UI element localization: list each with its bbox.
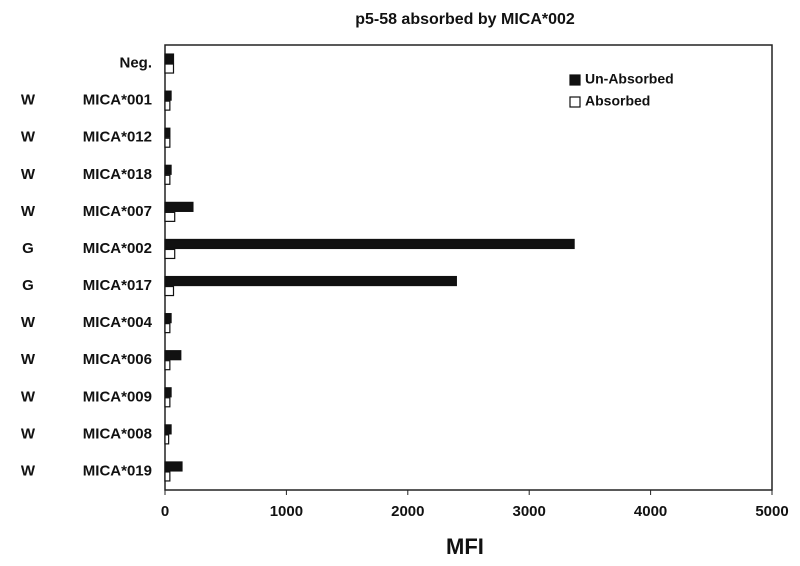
legend-label: Un-Absorbed bbox=[585, 71, 674, 87]
bar bbox=[164, 434, 170, 445]
group-label: W bbox=[21, 388, 36, 405]
bar bbox=[164, 275, 457, 287]
bar bbox=[164, 424, 172, 435]
y-tick-label: Neg. bbox=[119, 55, 152, 72]
bar bbox=[164, 350, 182, 361]
group-label: W bbox=[21, 351, 36, 368]
y-tick-label: MICA*017 bbox=[83, 277, 152, 294]
group-label: W bbox=[21, 92, 36, 109]
bar bbox=[164, 211, 176, 222]
group-label: W bbox=[21, 314, 36, 331]
y-tick-label: MICA*001 bbox=[83, 92, 152, 109]
group-label: G bbox=[22, 240, 34, 257]
plot-frame bbox=[164, 44, 773, 491]
x-axis-title: MFI bbox=[446, 534, 484, 559]
x-tick-label: 5000 bbox=[755, 503, 788, 520]
group-label: W bbox=[21, 166, 36, 183]
bar bbox=[164, 100, 171, 111]
y-tick-label: MICA*008 bbox=[83, 425, 152, 442]
y-tick-label: MICA*012 bbox=[83, 129, 152, 146]
bar bbox=[164, 461, 183, 472]
y-tick-label: MICA*007 bbox=[83, 203, 152, 220]
group-label: W bbox=[21, 203, 36, 220]
x-tick-label: 4000 bbox=[634, 503, 667, 520]
x-tick-label: 3000 bbox=[513, 503, 546, 520]
bar bbox=[164, 323, 171, 334]
y-tick-label: MICA*018 bbox=[83, 166, 152, 183]
y-tick-label: MICA*009 bbox=[83, 388, 152, 405]
bar bbox=[164, 238, 575, 250]
bar bbox=[164, 201, 194, 212]
y-tick-label: MICA*019 bbox=[83, 462, 152, 479]
bar bbox=[164, 285, 175, 297]
bar bbox=[164, 53, 175, 64]
group-label: G bbox=[22, 277, 34, 294]
bar bbox=[164, 137, 171, 148]
legend-swatch bbox=[569, 96, 581, 108]
y-tick-label: MICA*002 bbox=[83, 240, 152, 257]
bar bbox=[164, 397, 171, 408]
bar bbox=[164, 90, 172, 101]
bar bbox=[164, 471, 171, 482]
group-label: W bbox=[21, 425, 36, 442]
group-label: W bbox=[21, 462, 36, 479]
bar bbox=[164, 313, 172, 324]
bar bbox=[164, 127, 171, 138]
x-tick-label: 0 bbox=[161, 503, 169, 520]
legend-label: Absorbed bbox=[585, 93, 650, 109]
bar bbox=[164, 248, 176, 260]
x-tick-label: 2000 bbox=[391, 503, 424, 520]
group-label: W bbox=[21, 129, 36, 146]
bar bbox=[164, 360, 171, 371]
y-tick-label: MICA*004 bbox=[83, 314, 153, 331]
x-tick-label: 1000 bbox=[270, 503, 303, 520]
bar bbox=[164, 63, 175, 74]
legend-swatch bbox=[569, 74, 581, 86]
bar bbox=[164, 164, 172, 175]
chart-title: p5-58 absorbed by MICA*002 bbox=[355, 11, 575, 28]
bar bbox=[164, 387, 172, 398]
y-tick-label: MICA*006 bbox=[83, 351, 152, 368]
bar bbox=[164, 174, 171, 185]
